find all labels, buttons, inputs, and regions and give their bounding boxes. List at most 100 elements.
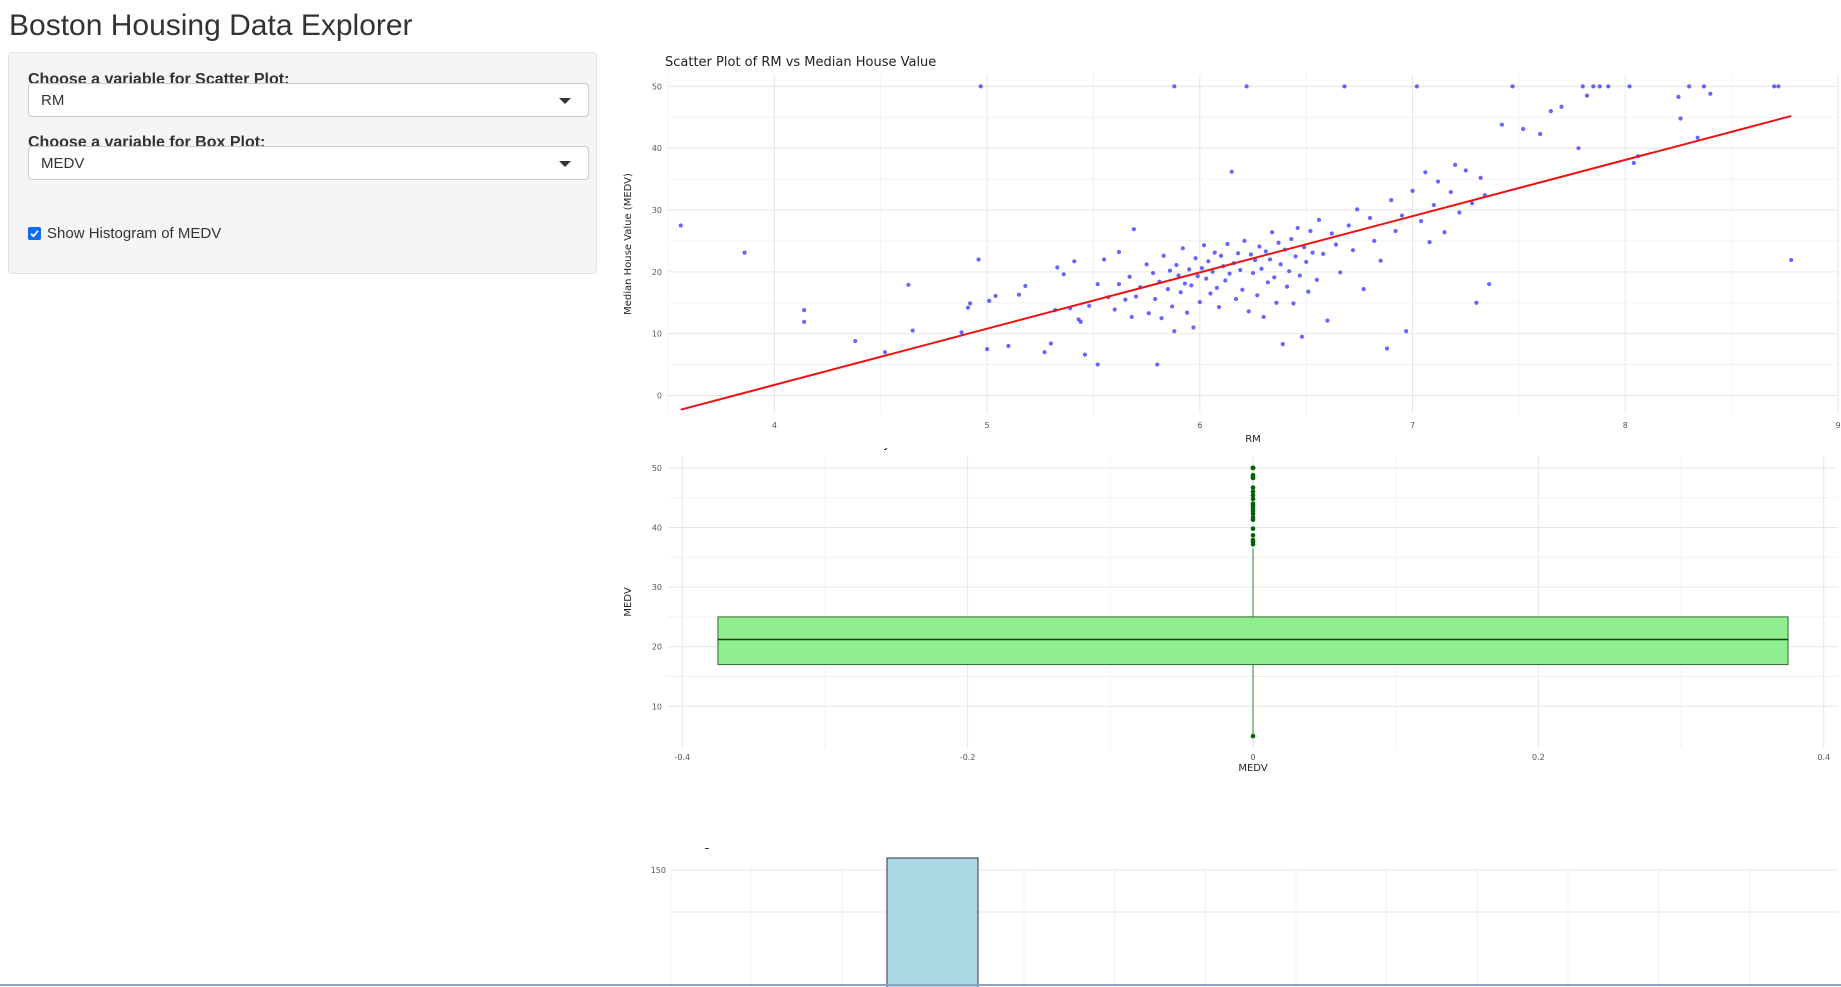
scatter-point xyxy=(1172,84,1177,89)
scatter-point xyxy=(1095,362,1100,367)
scatter-point xyxy=(1240,287,1245,292)
scatter-point xyxy=(1257,244,1262,249)
scatter-point xyxy=(1278,262,1283,267)
scatter-point xyxy=(1338,270,1343,275)
scatter-point xyxy=(1197,300,1202,305)
scatter-point xyxy=(1199,266,1205,271)
scatter-point xyxy=(1227,271,1232,276)
scatter-point xyxy=(1606,84,1611,89)
outlier-point xyxy=(1250,733,1256,739)
scatter-point xyxy=(1378,258,1383,263)
outlier-point xyxy=(1250,526,1256,532)
scatter-point xyxy=(1772,84,1777,89)
scatter-point xyxy=(1414,84,1419,89)
scatter-point xyxy=(1321,251,1326,256)
scatter-point xyxy=(1457,210,1462,215)
scatter-point xyxy=(1280,342,1285,347)
scatter-point xyxy=(1229,169,1234,174)
scatter-point xyxy=(1350,248,1356,253)
scatter-point xyxy=(1048,341,1054,346)
scatter-point xyxy=(976,257,981,262)
scatter-point xyxy=(1006,343,1011,349)
scatter-point xyxy=(1187,267,1192,272)
scatter-point xyxy=(1367,215,1373,221)
scatter-point xyxy=(1204,276,1209,281)
scatter-point xyxy=(1259,266,1264,271)
y-tick-label: 10 xyxy=(652,702,662,711)
scatter-point xyxy=(1133,294,1139,299)
scatter-point xyxy=(1478,175,1483,180)
scatter-point xyxy=(1291,301,1296,306)
scatter-point xyxy=(1410,188,1415,193)
box-variable-select[interactable]: MEDV xyxy=(28,146,589,180)
scatter-point xyxy=(1170,304,1175,309)
scatter-point xyxy=(1153,296,1158,302)
histogram-toggle[interactable]: Show Histogram of MEDV xyxy=(28,223,221,243)
x-tick-label: 0.2 xyxy=(1532,753,1545,762)
scatter-point xyxy=(1016,292,1022,297)
chevron-down-icon xyxy=(559,98,571,104)
scatter-point xyxy=(1299,334,1305,339)
scatter-point xyxy=(1255,293,1260,298)
scatter-point xyxy=(1150,270,1156,276)
scatter-point xyxy=(1210,269,1215,274)
scatter-point xyxy=(1627,84,1632,89)
scatter-point xyxy=(1176,273,1181,278)
scatter-point xyxy=(1701,84,1707,89)
scatter-point xyxy=(1399,213,1405,218)
scatter-point xyxy=(959,330,964,335)
scatter-point xyxy=(1316,217,1322,222)
scatter-point xyxy=(978,84,983,89)
x-tick-label: 8 xyxy=(1623,421,1628,430)
scatter-point xyxy=(1452,162,1458,167)
scatter-point xyxy=(1342,84,1347,89)
scatter-point xyxy=(802,319,807,324)
scatter-point xyxy=(1261,314,1266,320)
scatter-point xyxy=(1372,238,1377,244)
scatter-point xyxy=(1418,219,1424,224)
scatter-point xyxy=(1144,262,1149,267)
scatter-point xyxy=(1333,242,1339,247)
scatter-point xyxy=(1297,273,1302,278)
show-histogram-checkbox[interactable] xyxy=(28,226,41,240)
outlier-point xyxy=(1250,501,1256,506)
scatter-point xyxy=(742,250,747,255)
scatter-point xyxy=(967,301,973,306)
scatter-point xyxy=(1250,270,1256,276)
scatter-point xyxy=(1167,268,1173,273)
scatter-point xyxy=(1355,207,1360,212)
scatter-point xyxy=(1236,251,1241,256)
y-tick-label: 50 xyxy=(652,464,662,473)
scatter-point xyxy=(1270,230,1275,235)
scatter-point xyxy=(1361,287,1366,292)
chart-title: Box Plot of Median House Value by MEDV xyxy=(665,448,933,451)
x-tick-label: 5 xyxy=(985,421,990,430)
scatter-point xyxy=(1267,257,1273,262)
outlier-point xyxy=(1250,465,1256,471)
scatter-point xyxy=(1146,311,1151,316)
scatter-point xyxy=(993,293,998,299)
scatter-variable-select[interactable]: RM xyxy=(28,83,589,117)
sidebar-panel: Choose a variable for Scatter Plot: RM C… xyxy=(8,52,597,274)
scatter-point xyxy=(1116,282,1122,287)
scatter-point xyxy=(802,308,807,313)
y-tick-label: 150 xyxy=(651,866,666,875)
scatter-point xyxy=(1195,274,1200,279)
scatter-point xyxy=(1538,131,1543,137)
scatter-point xyxy=(1287,269,1292,274)
x-tick-label: 7 xyxy=(1410,421,1415,430)
scatter-variable-value: RM xyxy=(41,92,65,109)
scatter-point xyxy=(1584,93,1590,98)
scatter-point xyxy=(1225,241,1230,247)
scatter-point xyxy=(1208,291,1213,296)
y-tick-label: 30 xyxy=(652,583,662,592)
plots-area: Scatter Plot of RM vs Median House Value… xyxy=(620,48,1841,987)
scatter-point xyxy=(1218,253,1224,258)
scatter-point xyxy=(1172,329,1177,334)
outlier-point xyxy=(1250,489,1256,495)
scatter-point xyxy=(1206,259,1211,264)
x-tick-label: 0.4 xyxy=(1817,753,1830,762)
scatter-point xyxy=(1284,284,1290,289)
scatter-point xyxy=(678,223,683,228)
x-tick-label: -0.4 xyxy=(674,753,690,762)
